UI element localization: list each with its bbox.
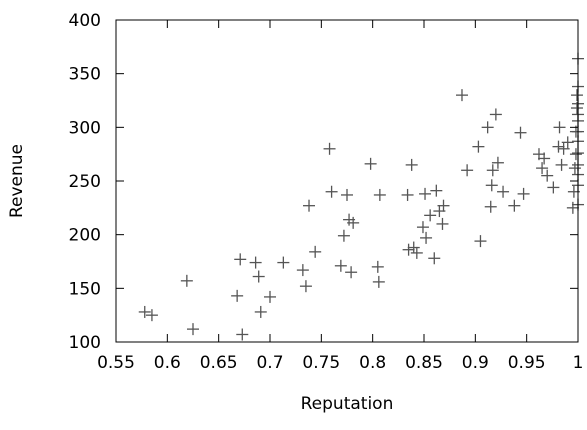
data-point [299, 280, 312, 293]
data-point [437, 199, 450, 212]
data-point [557, 142, 570, 155]
data-point [402, 243, 415, 256]
data-point [570, 89, 583, 102]
y-tick-label: 300 [69, 118, 101, 138]
data-point [325, 185, 338, 198]
data-point [303, 199, 316, 212]
y-tick-label: 350 [69, 65, 101, 85]
data-point [180, 274, 193, 287]
data-point [277, 256, 290, 269]
plot-frame [115, 19, 579, 343]
data-point [264, 290, 276, 303]
data-point [420, 231, 433, 244]
y-tick-label: 400 [69, 11, 101, 31]
data-point [407, 241, 420, 254]
data-point [430, 184, 443, 197]
data-point [472, 140, 485, 153]
data-point [514, 126, 527, 139]
data-point [236, 328, 249, 341]
x-tick-label: 0.7 [256, 353, 283, 373]
data-point [552, 140, 565, 153]
data-point [553, 121, 566, 134]
data-point [428, 252, 441, 265]
data-point [538, 152, 551, 165]
data-point [337, 229, 350, 242]
data-point [345, 266, 358, 279]
data-point [455, 89, 468, 102]
data-point [555, 158, 568, 171]
data-point [508, 199, 521, 212]
x-tick-label: 0.55 [97, 353, 135, 373]
data-point [461, 164, 474, 177]
data-point [252, 270, 265, 283]
data-point [536, 162, 549, 175]
x-axis-label: Reputation [301, 394, 394, 414]
x-tick-label: 0.75 [302, 353, 340, 373]
data-point [486, 164, 499, 177]
data-point [497, 185, 510, 198]
data-point [254, 305, 267, 318]
data-point [517, 187, 530, 200]
data-point [489, 108, 502, 121]
data-point [372, 275, 385, 288]
data-point [416, 221, 429, 234]
data-point [138, 305, 151, 318]
data-point [419, 187, 432, 200]
x-tick-labels: 0.55 0.6 0.65 0.7 0.75 0.8 0.85 0.9 0.95 1 [97, 353, 583, 373]
data-point [561, 136, 574, 149]
y-tick-label: 200 [69, 226, 101, 246]
data-point [424, 209, 437, 222]
y-tick-label: 250 [69, 172, 101, 192]
data-point [309, 245, 322, 258]
data-point [187, 323, 199, 336]
data-point [371, 260, 384, 273]
data-point [145, 309, 158, 322]
data-point [484, 200, 497, 213]
data-point [234, 253, 247, 266]
data-point [401, 188, 414, 201]
x-tick-label: 0.9 [462, 353, 489, 373]
data-point [485, 179, 498, 192]
y-axis-label: Revenue [7, 144, 27, 218]
data-point [373, 188, 386, 201]
data-point [249, 256, 262, 269]
data-points [138, 52, 584, 341]
data-point [547, 181, 560, 194]
data-point [481, 121, 494, 134]
data-point [231, 289, 244, 302]
data-point [364, 157, 377, 170]
y-tick-label: 150 [69, 279, 101, 299]
data-point [296, 264, 309, 277]
data-point [341, 188, 353, 201]
x-tick-label: 0.65 [200, 353, 238, 373]
data-point [491, 156, 504, 169]
y-tick-labels: 100 150 200 250 300 350 400 [69, 11, 101, 353]
data-point [410, 246, 423, 259]
data-point [569, 148, 582, 161]
x-tick-label: 0.8 [359, 353, 386, 373]
data-point [347, 216, 360, 229]
data-point [568, 162, 581, 175]
data-point [474, 235, 487, 248]
x-tick-label: 0.6 [154, 353, 181, 373]
x-tick-label: 1 [573, 353, 584, 373]
data-point [405, 158, 418, 171]
data-point [323, 142, 336, 155]
axis-ticks [115, 19, 579, 343]
data-point [566, 201, 579, 214]
data-point [334, 259, 347, 272]
y-tick-label: 100 [69, 333, 101, 353]
data-point [436, 217, 449, 230]
data-point [541, 169, 554, 182]
x-tick-label: 0.85 [405, 353, 443, 373]
x-tick-label: 0.95 [508, 353, 546, 373]
